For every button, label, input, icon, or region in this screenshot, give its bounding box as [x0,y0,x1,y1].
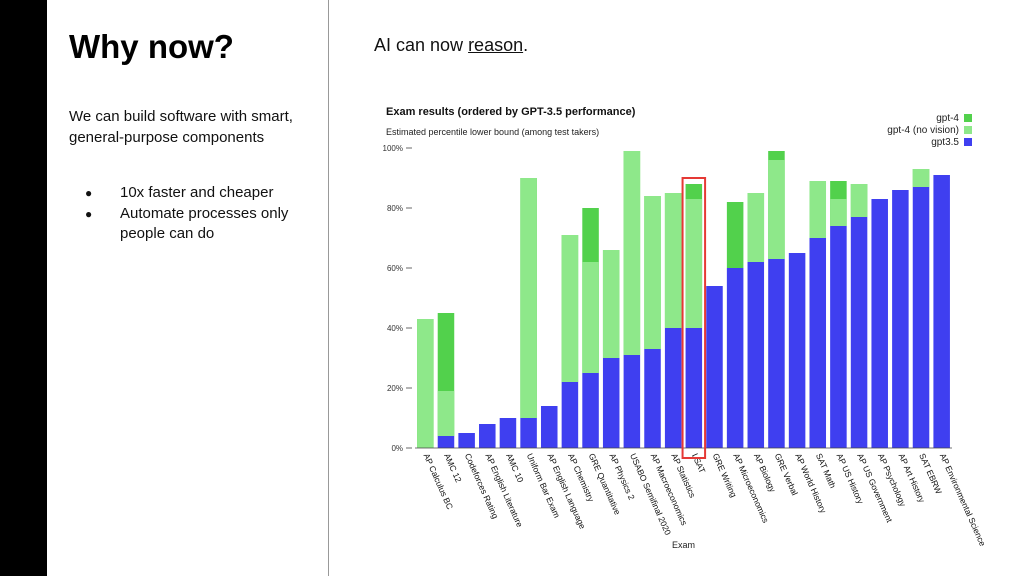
bar-gpt35 [561,382,579,448]
bullet-item: ● Automate processes only people can do [85,204,325,245]
legend-swatch-gpt4 [964,114,972,122]
chart-subtitle: Estimated percentile lower bound (among … [386,127,600,137]
bar-gpt4-no-vision [561,235,579,382]
bar-gpt35 [685,328,703,448]
legend-label: gpt3.5 [931,136,959,148]
chart-title: Exam results (ordered by GPT-3.5 perform… [386,106,636,118]
x-axis-title: Exam [672,540,695,550]
bar-gpt35 [602,358,620,448]
slide-title: Why now? [69,28,234,65]
bar-gpt35 [768,259,785,448]
heading-link[interactable]: reason [468,35,524,55]
bar-gpt4-no-vision [747,193,765,262]
bullet-item: ● 10x faster and cheaper [85,183,325,204]
bar-gpt35 [788,253,806,448]
bar-gpt4-no-vision [520,178,537,418]
x-tick-label: AP Environmental Science [938,452,988,548]
right-heading: AI can now reason. [374,35,528,56]
bullet-dot-icon: ● [85,206,93,221]
legend-label: gpt-4 (no vision) [887,124,959,136]
bar-gpt35 [809,238,827,448]
bar-gpt35 [912,187,930,448]
bar-gpt35 [726,268,744,448]
bullet-dot-icon: ● [85,186,93,200]
bar-gpt35 [706,286,723,448]
bar-gpt35 [830,226,847,448]
bar-gpt4-no-vision [644,196,661,349]
bar-gpt35 [499,418,517,448]
vertical-divider [328,0,329,576]
bar-gpt4-no-vision [664,193,682,328]
bar-gpt4-no-vision [850,184,868,217]
x-tick-label: AMC 10 [504,452,526,484]
legend-swatch-gpt4-no-vision [964,126,972,134]
bar-gpt4-no-vision [830,199,847,226]
bullet-text: 10x faster and cheaper [120,184,274,201]
legend-item: gpt-4 (no vision) [887,124,972,136]
bar-gpt4-no-vision [417,319,434,448]
bar-gpt4-no-vision [623,151,641,355]
bar-gpt4-no-vision [768,160,785,259]
bar-gpt35 [437,436,455,448]
bar-gpt4-no-vision [437,391,455,436]
bar-gpt35 [623,355,641,448]
bar-gpt35 [747,262,765,448]
bar-gpt35 [644,349,661,448]
bar-gpt4-no-vision [602,250,620,358]
bar-gpt35 [582,373,599,448]
highlight-box [681,177,707,459]
x-tick-label: AMC 12 [442,452,464,484]
y-tick-label: 40% [387,324,403,333]
y-tick-label: 80% [387,204,403,213]
legend-item: gpt-4 [887,112,972,124]
bar-gpt35 [479,424,496,448]
bar-gpt35 [850,217,868,448]
bar-gpt4-no-vision [582,262,599,373]
bar-gpt35 [458,433,475,448]
legend-swatch-gpt35 [964,138,972,146]
bar-gpt4-no-vision [809,181,827,238]
bullet-text: Automate processes only people can do [120,204,289,243]
intro-text: We can build software with smart, genera… [69,108,293,146]
y-tick-label: 0% [391,444,403,453]
left-black-band [0,0,47,576]
bullet-list: ● 10x faster and cheaper ● Automate proces… [85,183,325,245]
bar-gpt35 [933,175,950,448]
y-tick-label: 60% [387,264,403,273]
chart-legend: gpt-4 gpt-4 (no vision) gpt3.5 [887,112,972,148]
heading-prefix: AI can now [374,35,469,55]
bar-gpt4-no-vision [912,169,930,187]
legend-label: gpt-4 [936,112,959,124]
bar-gpt35 [540,406,558,448]
legend-item: gpt3.5 [887,136,972,148]
bar-gpt35 [892,190,909,448]
bar-gpt4 [726,202,744,268]
y-tick-label: 20% [387,384,403,393]
bar-gpt4-no-vision [685,199,703,328]
bar-gpt35 [520,418,537,448]
bar-gpt35 [664,328,682,448]
bar-gpt35 [871,199,888,448]
bar-group [417,151,950,448]
y-tick-label: 100% [383,144,403,153]
heading-suffix: . [523,35,529,55]
y-axis: 0% 20% 40% 60% 80% 100% [383,144,412,453]
